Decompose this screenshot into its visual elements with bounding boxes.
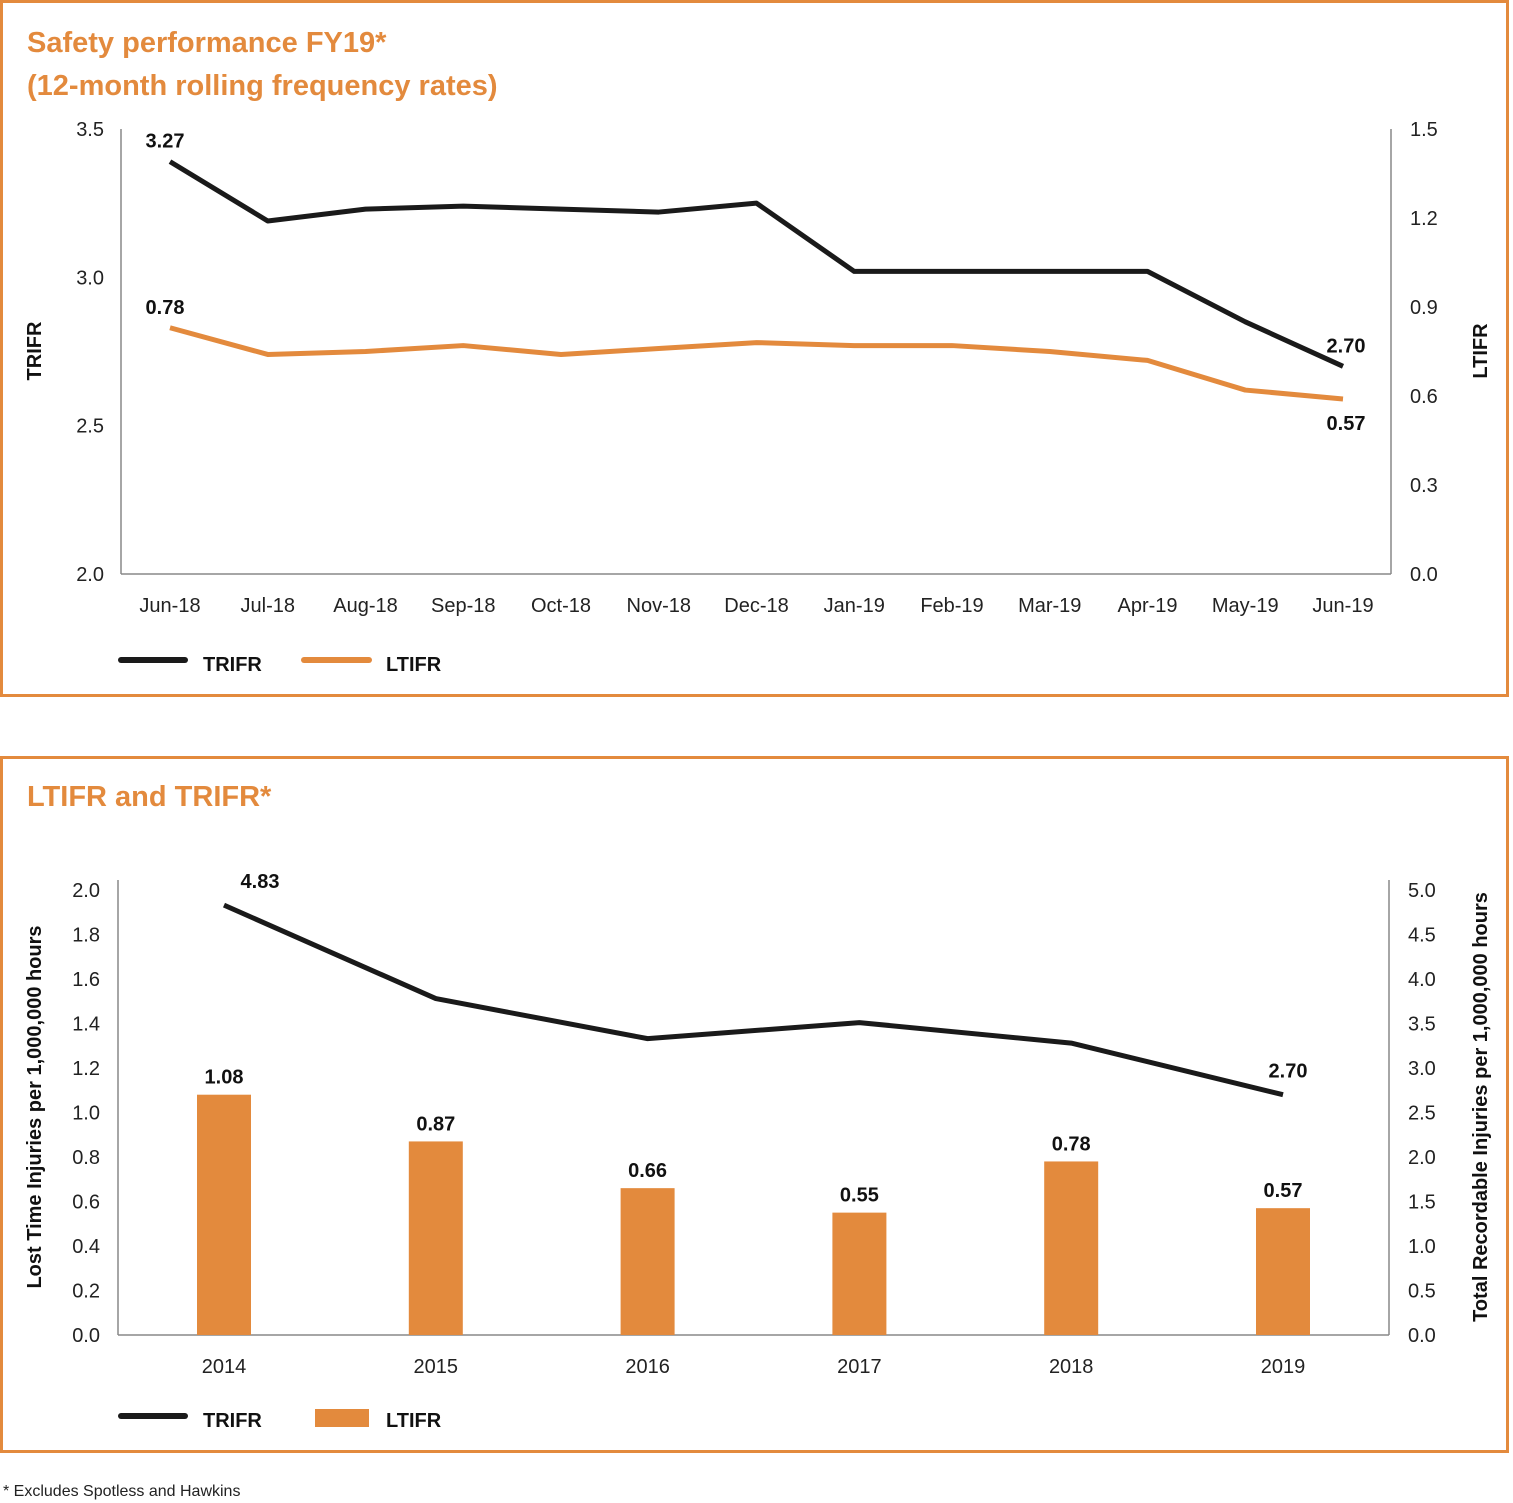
y-tick-label-left: 0.2	[72, 1281, 100, 1303]
ltifr-bar	[832, 1212, 887, 1335]
bar-data-label: 0.87	[416, 1113, 455, 1135]
y-tick-label-right: 1.5	[1408, 1192, 1436, 1214]
x-tick-label: 2018	[1049, 1356, 1094, 1378]
y-tick-label-left: 0.0	[72, 1325, 100, 1347]
line-data-label: 2.70	[1269, 1061, 1308, 1083]
bar-data-label: 0.55	[840, 1185, 879, 1207]
legend-ltifr-label: LTIFR	[386, 1410, 442, 1432]
y-tick-label-right: 3.5	[1408, 1014, 1436, 1036]
x-tick-label: 2014	[202, 1356, 247, 1378]
chart-title-safety-performance: Safety performance FY19* (12-month rolli…	[27, 22, 498, 108]
legend-trifr-label: TRIFR	[203, 1410, 262, 1432]
x-tick-label: Jun-18	[139, 595, 200, 617]
ltifr-bar	[197, 1094, 251, 1335]
x-tick-label: Apr-19	[1117, 595, 1177, 617]
y-tick-label-left: 1.4	[72, 1014, 100, 1036]
y-tick-label-right: 0.0	[1408, 1325, 1436, 1347]
x-tick-label: 2017	[837, 1356, 882, 1378]
y-tick-label-right: 4.0	[1408, 969, 1436, 991]
chart-title-ltifr-trifr: LTIFR and TRIFR*	[27, 781, 272, 813]
x-tick-label: Mar-19	[1018, 595, 1081, 617]
chart-title-line-2: (12-month rolling frequency rates)	[27, 70, 498, 102]
x-tick-label: 2016	[625, 1356, 670, 1378]
y-axis-title-right: LTIFR	[1470, 323, 1492, 379]
bar-data-label: 0.66	[628, 1160, 667, 1182]
x-tick-label: Dec-18	[724, 595, 788, 617]
y-tick-label-right: 0.6	[1410, 386, 1438, 408]
x-tick-label: Sep-18	[431, 595, 496, 617]
ltifr-bar	[1044, 1161, 1099, 1335]
bar-data-label: 0.78	[1052, 1133, 1091, 1155]
ltifr-bar	[620, 1188, 675, 1335]
x-tick-label: 2019	[1261, 1356, 1306, 1378]
x-tick-label: 2015	[414, 1356, 459, 1378]
chart-panel-ltifr-trifr	[0, 756, 1509, 1453]
x-tick-label: Oct-18	[531, 595, 591, 617]
y-tick-label-right: 5.0	[1408, 880, 1436, 902]
legend-ltifr-label: LTIFR	[386, 654, 442, 676]
x-tick-label: Aug-18	[333, 595, 398, 617]
x-tick-label: Jun-19	[1312, 595, 1373, 617]
trifr-series-line	[168, 159, 1345, 369]
y-tick-label-right: 0.0	[1410, 564, 1438, 586]
footnote: * Excludes Spotless and Hawkins	[3, 1483, 241, 1500]
y-tick-label-left: 3.0	[76, 267, 104, 289]
y-tick-label-right: 2.0	[1408, 1147, 1436, 1169]
y-tick-label-left: 1.8	[72, 925, 100, 947]
x-tick-label: May-19	[1212, 595, 1279, 617]
ltifr-series-line	[169, 325, 1344, 402]
line-data-label: 4.83	[241, 871, 280, 893]
y-tick-label-left: 1.6	[72, 969, 100, 991]
data-label: 3.27	[146, 131, 185, 153]
y-tick-label-left: 2.0	[72, 880, 100, 902]
x-tick-label: Jul-18	[241, 595, 295, 617]
y-axis-title-right: Total Recordable Injuries per 1,000,000 …	[1470, 892, 1492, 1322]
y-tick-label-right: 4.5	[1408, 925, 1436, 947]
data-label: 2.70	[1327, 335, 1366, 357]
bar-data-label: 1.08	[205, 1067, 244, 1089]
legend-ltifr-swatch	[315, 1409, 369, 1427]
y-tick-label-left: 3.5	[76, 119, 104, 141]
y-tick-label-left: 0.8	[72, 1147, 100, 1169]
y-tick-label-left: 2.0	[76, 564, 104, 586]
y-tick-label-right: 1.2	[1410, 208, 1438, 230]
ltifr-bar	[1256, 1208, 1310, 1335]
y-tick-label-right: 0.3	[1410, 475, 1438, 497]
y-tick-label-left: 0.6	[72, 1192, 100, 1214]
chart-title-line-1: Safety performance FY19*	[27, 27, 387, 59]
x-tick-label: Feb-19	[920, 595, 983, 617]
y-axis-title-left: TRIFR	[24, 321, 46, 380]
y-axis-title-left: Lost Time Injuries per 1,000,000 hours	[24, 925, 46, 1288]
y-tick-label-left: 1.0	[72, 1103, 100, 1125]
trifr-series-line	[222, 902, 1284, 1098]
y-tick-label-right: 0.5	[1408, 1281, 1436, 1303]
y-tick-label-left: 2.5	[76, 416, 104, 438]
ltifr-bar	[408, 1141, 463, 1335]
x-tick-label: Nov-18	[627, 595, 691, 617]
chart-panel-safety-performance	[0, 0, 1509, 697]
bar-data-label: 0.57	[1264, 1180, 1303, 1202]
legend-trifr-label: TRIFR	[203, 654, 262, 676]
y-tick-label-right: 3.0	[1408, 1058, 1436, 1080]
y-tick-label-right: 0.9	[1410, 297, 1438, 319]
y-tick-label-right: 2.5	[1408, 1103, 1436, 1125]
data-label: 0.57	[1327, 413, 1366, 435]
y-tick-label-left: 0.4	[72, 1236, 100, 1258]
x-tick-label: Jan-19	[824, 595, 885, 617]
y-tick-label-right: 1.5	[1410, 119, 1438, 141]
data-label: 0.78	[146, 297, 185, 319]
y-tick-label-right: 1.0	[1408, 1236, 1436, 1258]
y-tick-label-left: 1.2	[72, 1058, 100, 1080]
